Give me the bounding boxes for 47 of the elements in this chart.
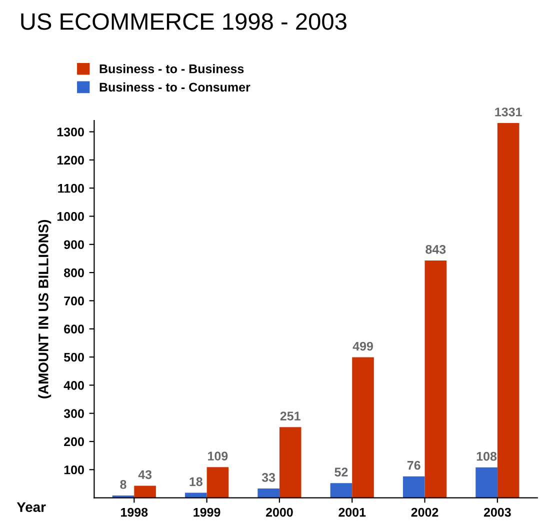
data-label: 33 xyxy=(262,473,276,482)
data-label: 76 xyxy=(407,460,420,470)
bar xyxy=(258,488,280,498)
bar xyxy=(134,486,156,498)
bar xyxy=(497,123,520,498)
y-tick-label: 1300 xyxy=(57,128,84,136)
x-tick-label: 2001 xyxy=(338,508,366,517)
legend-label: Business - to - Consumer xyxy=(100,82,250,92)
y-tick-label: 200 xyxy=(64,437,84,446)
data-label: 843 xyxy=(426,244,446,254)
data-label: 52 xyxy=(334,468,348,477)
bar xyxy=(206,467,229,498)
x-tick-label: 2002 xyxy=(411,508,438,517)
chart-title: US ECOMMERCE 1998 - 2003 xyxy=(21,13,346,30)
y-tick-label: 600 xyxy=(64,324,84,334)
x-tick-label: 1999 xyxy=(194,508,220,517)
y-tick-label: 1100 xyxy=(58,184,84,193)
y-tick-label: 700 xyxy=(64,296,84,306)
data-label: 8 xyxy=(120,480,126,489)
data-label: 18 xyxy=(190,477,202,486)
y-tick-label: 900 xyxy=(64,240,84,250)
data-label: 1331 xyxy=(495,108,522,116)
y-tick-label: 1200 xyxy=(57,156,84,165)
data-label: 43 xyxy=(138,470,152,480)
bar xyxy=(424,260,447,498)
y-tick-label: 100 xyxy=(64,465,84,474)
y-axis-title: (AMOUNT IN US BILLIONS) xyxy=(38,220,52,398)
x-tick-label: 2000 xyxy=(266,508,293,517)
data-label: 108 xyxy=(476,452,497,461)
bar xyxy=(476,467,498,498)
y-tick-label: 1000 xyxy=(57,212,84,221)
data-label: 251 xyxy=(280,412,300,420)
y-tick-label: 800 xyxy=(64,268,84,278)
legend-label: Business - to - Business xyxy=(100,64,244,74)
data-label: 109 xyxy=(208,452,228,460)
bar xyxy=(352,357,374,498)
x-tick-label: 2003 xyxy=(484,508,511,517)
y-tick-label: 300 xyxy=(64,409,84,418)
bar xyxy=(330,483,352,498)
x-tick-label: 1998 xyxy=(121,508,148,517)
y-tick-label: 400 xyxy=(64,380,84,390)
bar xyxy=(185,492,207,498)
data-label: 499 xyxy=(352,342,373,351)
y-tick-label: 500 xyxy=(64,352,84,362)
x-axis-title: Year xyxy=(16,502,46,512)
bar xyxy=(279,427,302,498)
bar xyxy=(402,476,425,498)
